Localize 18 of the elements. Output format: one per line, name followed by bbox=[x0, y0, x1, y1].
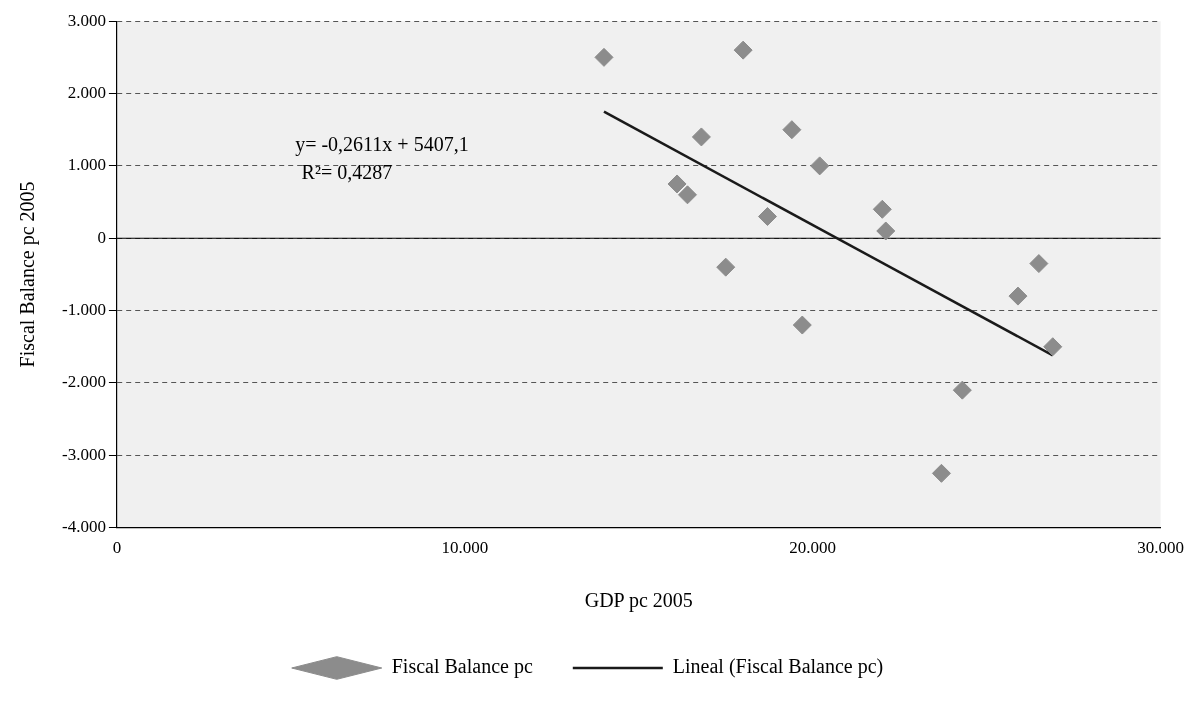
y-axis-title: Fiscal Balance pc 2005 bbox=[16, 181, 40, 368]
y-tick-label: -2.000 bbox=[61, 372, 106, 392]
legend-label: Lineal (Fiscal Balance pc) bbox=[672, 655, 884, 679]
x-tick-label: 20.000 bbox=[789, 538, 837, 558]
annotation: y= -0,2611x + 5407,1 bbox=[295, 133, 469, 157]
y-tick-label: -1.000 bbox=[61, 300, 106, 320]
x-axis-title: GDP pc 2005 bbox=[584, 589, 693, 613]
y-tick-label: -4.000 bbox=[61, 517, 106, 537]
y-tick-label: 1.000 bbox=[67, 155, 106, 175]
legend-label: Fiscal Balance pc bbox=[391, 655, 533, 679]
x-tick-label: 0 bbox=[112, 538, 122, 558]
y-tick-label: 3.000 bbox=[67, 10, 106, 30]
annotation: R²= 0,4287 bbox=[301, 161, 393, 184]
x-tick-label: 10.000 bbox=[441, 538, 489, 558]
y-tick-label: 2.000 bbox=[67, 83, 106, 103]
y-tick-label: -3.000 bbox=[61, 444, 106, 464]
y-tick-label: 0 bbox=[97, 227, 106, 247]
x-tick-label: 30.000 bbox=[1137, 538, 1184, 558]
